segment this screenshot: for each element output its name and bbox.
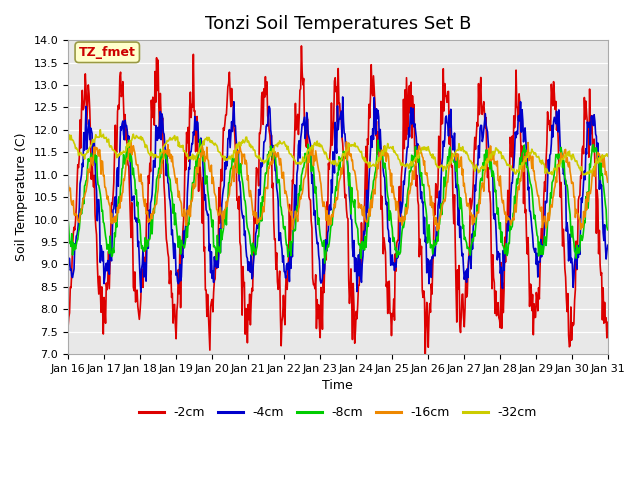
-16cm: [64, 180, 72, 186]
-4cm: [339, 94, 346, 100]
Line: -32cm: -32cm: [68, 130, 607, 175]
-2cm: [64, 324, 72, 330]
-16cm: [129, 143, 137, 149]
-8cm: [214, 232, 221, 238]
-16cm: [604, 179, 611, 185]
-4cm: [129, 193, 137, 199]
-8cm: [196, 137, 204, 143]
-4cm: [185, 165, 193, 170]
Line: -8cm: -8cm: [68, 140, 607, 263]
-32cm: [604, 153, 611, 159]
-4cm: [604, 242, 611, 248]
-2cm: [129, 284, 137, 290]
-8cm: [129, 165, 137, 171]
-16cm: [404, 204, 412, 210]
-2cm: [420, 288, 428, 294]
Line: -2cm: -2cm: [68, 46, 607, 354]
-32cm: [420, 144, 428, 150]
-4cm: [214, 255, 221, 261]
Legend: -2cm, -4cm, -8cm, -16cm, -32cm: -2cm, -4cm, -8cm, -16cm, -32cm: [134, 401, 542, 424]
-16cm: [342, 139, 350, 144]
-32cm: [74, 147, 82, 153]
X-axis label: Time: Time: [323, 379, 353, 392]
-2cm: [74, 162, 82, 168]
-32cm: [214, 144, 221, 150]
-4cm: [420, 215, 428, 220]
-16cm: [212, 206, 220, 212]
Y-axis label: Soil Temperature (C): Soil Temperature (C): [15, 133, 28, 261]
-8cm: [64, 215, 72, 221]
-8cm: [184, 220, 192, 226]
-4cm: [137, 289, 145, 295]
-8cm: [74, 237, 82, 242]
-2cm: [184, 124, 192, 130]
Text: TZ_fmet: TZ_fmet: [79, 46, 136, 59]
-32cm: [130, 135, 138, 141]
-32cm: [404, 163, 412, 168]
-16cm: [184, 212, 192, 217]
-2cm: [421, 351, 429, 357]
-32cm: [548, 172, 556, 178]
-16cm: [433, 228, 441, 234]
-32cm: [185, 156, 193, 161]
-16cm: [420, 162, 428, 168]
-8cm: [420, 197, 428, 203]
-8cm: [604, 227, 611, 233]
-2cm: [604, 320, 611, 325]
-16cm: [74, 217, 82, 223]
Title: Tonzi Soil Temperatures Set B: Tonzi Soil Temperatures Set B: [205, 15, 471, 33]
Line: -16cm: -16cm: [68, 142, 607, 231]
-2cm: [298, 43, 305, 49]
-32cm: [97, 127, 104, 132]
-32cm: [64, 131, 72, 137]
-4cm: [74, 227, 82, 233]
-8cm: [321, 260, 328, 266]
-4cm: [405, 125, 413, 131]
-4cm: [64, 267, 72, 273]
-2cm: [212, 265, 220, 271]
-2cm: [404, 132, 412, 137]
Line: -4cm: -4cm: [68, 97, 607, 292]
-8cm: [405, 183, 413, 189]
